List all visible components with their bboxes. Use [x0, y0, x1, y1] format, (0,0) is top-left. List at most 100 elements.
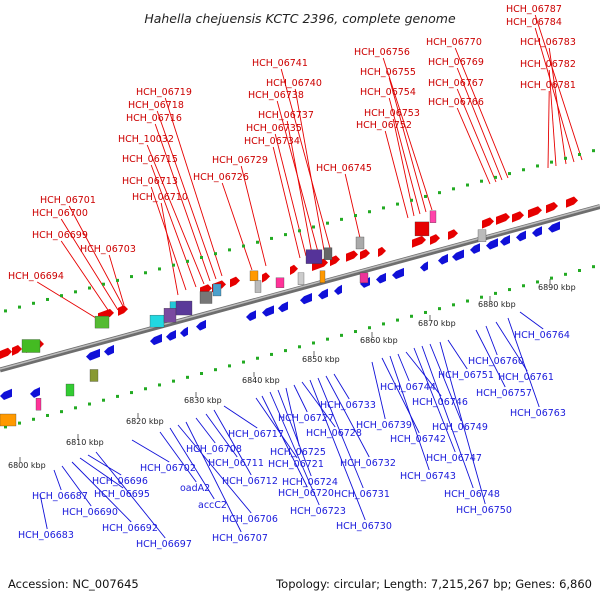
- leader-line: [495, 321, 528, 372]
- gene-label: HCH_06697: [136, 539, 192, 550]
- leader-line: [185, 421, 242, 533]
- gene-label: HCH_06700: [32, 208, 88, 219]
- reverse-gene-arrow: [86, 348, 100, 361]
- leader-line: [221, 182, 253, 271]
- reverse-gene-arrow: [470, 243, 480, 254]
- reverse-gene-arrow: [246, 310, 256, 321]
- gene-box: [0, 413, 17, 427]
- guide-dot-upper: [242, 244, 245, 248]
- guide-dot-lower: [116, 394, 119, 398]
- gene-label: HCH_06783: [520, 37, 576, 48]
- leader-line: [456, 67, 503, 181]
- leader-line: [68, 205, 125, 309]
- leader-line: [160, 202, 179, 296]
- guide-dot-lower: [172, 379, 175, 383]
- guide-dot-upper: [382, 206, 385, 210]
- gene-label: HCH_06732: [340, 458, 396, 469]
- tick-label: 6880 kbp: [478, 300, 516, 309]
- guide-dot-lower: [438, 307, 441, 311]
- gene-label: HCH_06752: [356, 120, 412, 131]
- leader-line: [261, 395, 308, 488]
- gene-label: HCH_06715: [122, 154, 178, 165]
- guide-dot-upper: [116, 278, 119, 282]
- gene-label: HCH_06731: [334, 489, 390, 500]
- leader-line: [60, 240, 111, 314]
- guide-dot-lower: [18, 421, 21, 425]
- leader-line: [429, 343, 462, 422]
- gene-label: HCH_06710: [132, 192, 188, 203]
- gene-label: HCH_06718: [128, 100, 184, 111]
- tick-label: 6810 kbp: [66, 438, 104, 447]
- guide-dot-upper: [102, 282, 105, 286]
- gene-label: HCH_06723: [290, 506, 346, 517]
- leader-line: [382, 57, 433, 211]
- guide-dot-lower: [326, 337, 329, 341]
- leader-line: [274, 133, 307, 257]
- guide-dot-upper: [578, 152, 581, 156]
- gene-label: HCH_06747: [426, 453, 482, 464]
- gene-box: [477, 229, 487, 242]
- guide-dot-upper: [130, 275, 133, 279]
- leader-line: [301, 381, 336, 428]
- gene-label: HCH_06742: [390, 434, 446, 445]
- reverse-gene-arrow: [376, 272, 386, 284]
- leader-line: [371, 361, 386, 420]
- guide-dot-lower: [312, 341, 315, 345]
- gene-label: HCH_06728: [306, 428, 362, 439]
- guide-dot-upper: [200, 256, 203, 259]
- forward-gene-arrow: [378, 246, 386, 257]
- gene-label: HCH_06738: [248, 90, 304, 101]
- gene-box: [149, 314, 165, 328]
- guide-dot-upper: [340, 217, 343, 221]
- leader-line: [146, 144, 205, 285]
- reverse-gene-arrow: [420, 261, 428, 272]
- reverse-gene-arrow: [500, 235, 510, 246]
- guide-dot-lower: [354, 330, 357, 334]
- guide-dot-lower: [60, 410, 63, 414]
- guide-dot-upper: [466, 183, 469, 187]
- gene-box: [94, 315, 110, 329]
- tick-label: 6850 kbp: [302, 355, 340, 364]
- leader-line: [177, 424, 252, 514]
- forward-gene-arrow: [546, 201, 558, 214]
- leader-line: [61, 465, 92, 507]
- gene-label: HCH_06708: [186, 444, 242, 455]
- leader-line: [309, 379, 366, 521]
- guide-dot-lower: [536, 280, 539, 284]
- guide-dot-lower: [270, 352, 273, 356]
- gene-label: HCH_06706: [222, 514, 278, 525]
- leader-line: [388, 77, 427, 213]
- reverse-gene-arrow: [166, 330, 176, 341]
- reverse-gene-arrow: [262, 305, 274, 317]
- forward-gene-arrow: [448, 229, 458, 240]
- leader-line: [39, 493, 48, 530]
- guide-dot-lower: [298, 345, 301, 349]
- gene-label: HCH_06702: [140, 463, 196, 474]
- guide-dot-lower: [368, 326, 371, 330]
- gene-box: [319, 270, 326, 283]
- forward-gene-arrow: [262, 272, 270, 283]
- leader-line: [169, 427, 215, 500]
- guide-dot-upper: [452, 187, 455, 191]
- leader-line: [293, 384, 308, 413]
- gene-label: accC2: [198, 500, 227, 511]
- guide-dot-upper: [172, 263, 175, 267]
- guide-dot-upper: [74, 290, 77, 294]
- guide-dot-lower: [466, 299, 469, 303]
- gene-features: [0, 196, 578, 427]
- forward-gene-arrow: [0, 347, 12, 359]
- guide-dot-upper: [438, 191, 441, 195]
- leader-line: [277, 389, 312, 477]
- leader-line: [79, 457, 124, 489]
- leader-line: [534, 27, 575, 163]
- guide-dot-lower: [382, 322, 385, 326]
- gene-label: HCH_06694: [8, 271, 64, 282]
- guide-dot-lower: [214, 368, 217, 372]
- tick-label: 6870 kbp: [418, 319, 456, 328]
- forward-gene-arrow: [118, 305, 128, 316]
- forward-gene-arrow: [528, 206, 542, 219]
- leader-line: [156, 110, 217, 280]
- guide-dot-lower: [564, 272, 567, 276]
- gene-box: [35, 398, 42, 411]
